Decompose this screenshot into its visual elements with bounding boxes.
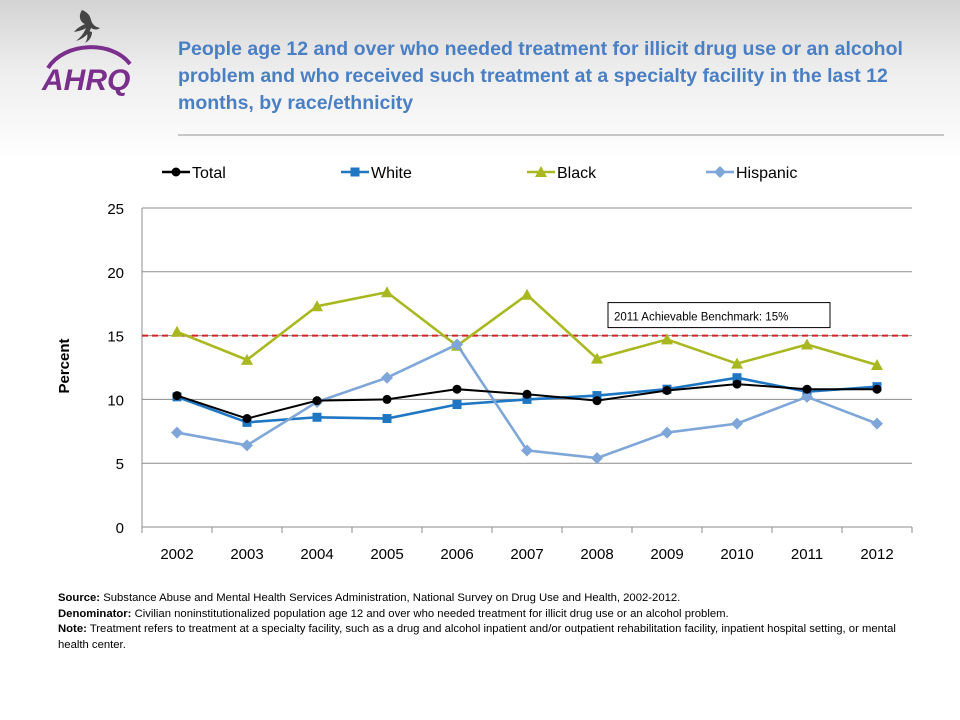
- legend-item-hispanic: Hispanic: [706, 165, 797, 182]
- x-tick-label: 2004: [300, 546, 333, 563]
- data-point-black: [591, 352, 603, 364]
- header-band: [0, 0, 960, 160]
- data-point-hispanic: [521, 444, 533, 457]
- legend-label: Black: [557, 165, 597, 182]
- x-tick-label: 2003: [230, 546, 263, 563]
- data-point-hispanic: [661, 426, 673, 439]
- data-point-total: [172, 391, 182, 401]
- data-point-total: [522, 389, 532, 399]
- ahrq-logo: AHRQ: [41, 10, 132, 97]
- legend: Total White Black Hispanic: [162, 165, 797, 182]
- data-point-hispanic: [171, 426, 183, 439]
- treatment-note: Note: Treatment refers to treatment at a…: [58, 623, 896, 651]
- data-point-black: [171, 325, 183, 337]
- legend-item-total: Total: [162, 165, 226, 182]
- source-note: Source: Substance Abuse and Mental Healt…: [58, 592, 681, 604]
- data-point-total: [242, 414, 252, 424]
- data-point-white: [732, 373, 742, 383]
- data-point-total: [452, 384, 462, 394]
- legend-label: White: [371, 165, 412, 182]
- benchmark-label-box: [607, 302, 831, 329]
- benchmark-label: 2011 Achievable Benchmark: 15%: [614, 312, 788, 324]
- x-tick-label: 2010: [720, 546, 753, 563]
- data-point-hispanic: [381, 371, 393, 384]
- legend-marker-white: [350, 167, 360, 177]
- legend-marker-hispanic: [714, 166, 726, 178]
- data-point-black: [521, 288, 533, 300]
- data-point-black: [731, 357, 743, 369]
- series-total: [172, 379, 882, 424]
- data-point-hispanic: [241, 439, 253, 452]
- data-point-white: [312, 412, 322, 422]
- y-tick-label: 20: [107, 265, 124, 282]
- data-point-hispanic: [801, 390, 813, 403]
- data-point-black: [801, 338, 813, 350]
- line-chart: Total White Black Hispanic 0 5 10 15 20 25 2002 20…: [56, 165, 913, 563]
- legend-marker-total: [171, 167, 181, 177]
- data-point-black: [311, 300, 323, 312]
- series-hispanic: [171, 338, 883, 465]
- y-tick-label: 25: [107, 201, 124, 218]
- y-tick-label: 0: [116, 520, 124, 537]
- legend-item-black: Black: [527, 165, 597, 182]
- ahrq-logo-text: AHRQ: [41, 64, 130, 97]
- legend-marker-black: [535, 166, 547, 177]
- series-white: [172, 373, 882, 427]
- legend-item-white: White: [341, 165, 412, 182]
- data-point-hispanic: [591, 452, 603, 465]
- legend-label: Hispanic: [736, 165, 797, 182]
- data-point-total: [312, 396, 322, 406]
- data-point-white: [592, 391, 602, 401]
- data-point-black: [661, 333, 673, 345]
- data-point-hispanic: [871, 417, 883, 430]
- data-point-total: [382, 394, 392, 404]
- data-point-total: [802, 384, 812, 394]
- data-point-total: [732, 379, 742, 389]
- benchmark-group: 2011 Achievable Benchmark: 15%: [142, 302, 912, 337]
- data-point-white: [382, 414, 392, 424]
- y-tick-label: 15: [107, 329, 124, 346]
- data-point-total: [872, 384, 882, 394]
- data-point-white: [522, 394, 532, 404]
- x-tick-label: 2009: [650, 546, 683, 563]
- data-point-hispanic: [731, 417, 743, 430]
- y-tick-label: 5: [116, 456, 124, 473]
- y-tick-label: 10: [107, 392, 124, 409]
- data-point-total: [592, 396, 602, 406]
- chart-title: People age 12 and over who needed treatm…: [178, 38, 903, 114]
- legend-label: Total: [192, 165, 226, 182]
- data-point-black: [381, 286, 393, 298]
- x-tick-label: 2011: [791, 546, 823, 563]
- hhs-eagle-icon: [74, 10, 100, 43]
- data-point-hispanic: [451, 338, 463, 351]
- chart-notes: Source: Substance Abuse and Mental Healt…: [58, 591, 928, 653]
- axes: 0 5 10 15 20 25 2002 2003 2004 2005 2006 2007 2008 20…: [107, 201, 913, 563]
- data-point-white: [452, 400, 462, 410]
- ahrq-swoosh: [46, 45, 132, 70]
- title-divider: [178, 134, 944, 136]
- data-point-black: [871, 358, 883, 370]
- x-tick-label: 2005: [370, 546, 403, 563]
- x-tick-label: 2006: [440, 546, 473, 563]
- x-tick-label: 2002: [160, 546, 193, 563]
- y-axis-label: Percent: [56, 338, 73, 393]
- x-tick-label: 2008: [580, 546, 613, 563]
- x-tick-label: 2012: [860, 546, 893, 563]
- series-lines: [171, 286, 883, 465]
- x-tick-label: 2007: [510, 546, 543, 563]
- denominator-note: Denominator: Civilian noninstitutionaliz…: [58, 607, 729, 620]
- data-point-black: [241, 353, 253, 365]
- data-point-total: [662, 385, 672, 395]
